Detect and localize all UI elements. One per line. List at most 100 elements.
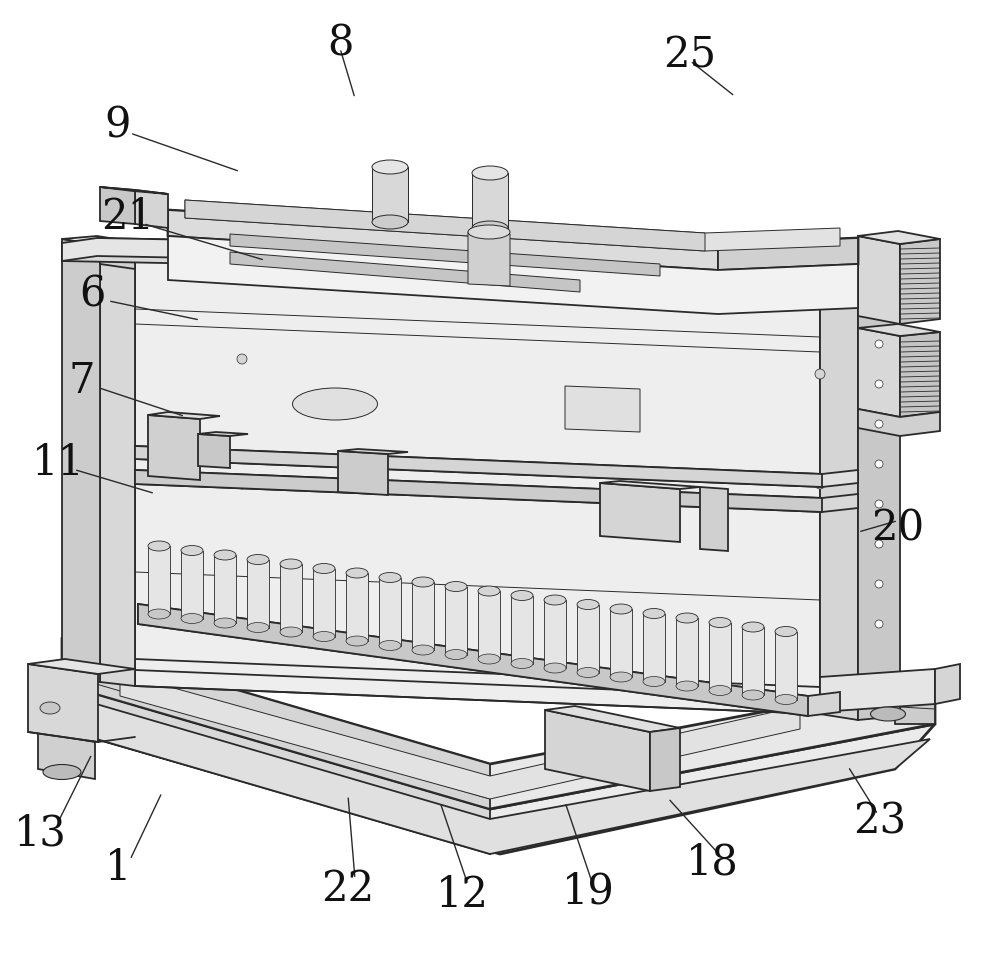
Ellipse shape xyxy=(643,677,665,686)
Ellipse shape xyxy=(372,160,408,174)
Polygon shape xyxy=(62,684,490,854)
Ellipse shape xyxy=(875,460,883,468)
Text: 22: 22 xyxy=(321,868,375,910)
Ellipse shape xyxy=(742,622,764,632)
Polygon shape xyxy=(565,386,640,432)
Polygon shape xyxy=(900,332,940,417)
Polygon shape xyxy=(313,569,335,636)
Ellipse shape xyxy=(472,166,508,180)
Ellipse shape xyxy=(445,581,467,592)
Polygon shape xyxy=(230,234,660,276)
Text: 9: 9 xyxy=(105,104,131,147)
Polygon shape xyxy=(247,559,269,628)
Polygon shape xyxy=(185,200,705,251)
Polygon shape xyxy=(100,187,168,194)
Ellipse shape xyxy=(214,618,236,628)
Polygon shape xyxy=(97,238,900,264)
Polygon shape xyxy=(100,245,135,686)
Polygon shape xyxy=(62,239,100,682)
Polygon shape xyxy=(610,609,632,677)
Polygon shape xyxy=(338,451,388,495)
Polygon shape xyxy=(100,245,135,269)
Polygon shape xyxy=(545,710,650,791)
Text: 1: 1 xyxy=(105,846,131,889)
Polygon shape xyxy=(478,591,500,659)
Polygon shape xyxy=(230,252,580,292)
Polygon shape xyxy=(650,728,680,791)
Polygon shape xyxy=(858,409,940,436)
Ellipse shape xyxy=(237,479,247,489)
Polygon shape xyxy=(600,481,700,489)
Ellipse shape xyxy=(148,541,170,551)
Polygon shape xyxy=(700,487,728,551)
Ellipse shape xyxy=(43,764,81,780)
Ellipse shape xyxy=(610,672,632,682)
Ellipse shape xyxy=(372,215,408,229)
Polygon shape xyxy=(148,415,200,480)
Ellipse shape xyxy=(870,707,906,721)
Polygon shape xyxy=(135,470,822,512)
Polygon shape xyxy=(135,446,858,487)
Polygon shape xyxy=(168,210,858,270)
Ellipse shape xyxy=(875,580,883,588)
Text: 19: 19 xyxy=(562,870,614,913)
Polygon shape xyxy=(858,236,900,324)
Ellipse shape xyxy=(292,388,378,420)
Ellipse shape xyxy=(544,663,566,673)
Polygon shape xyxy=(346,573,368,641)
Ellipse shape xyxy=(148,609,170,619)
Polygon shape xyxy=(62,639,490,809)
Ellipse shape xyxy=(346,636,368,646)
Polygon shape xyxy=(135,190,168,228)
Ellipse shape xyxy=(247,554,269,565)
Polygon shape xyxy=(214,555,236,623)
Polygon shape xyxy=(198,432,248,436)
Ellipse shape xyxy=(875,620,883,628)
Ellipse shape xyxy=(610,604,632,614)
Polygon shape xyxy=(775,631,797,700)
Ellipse shape xyxy=(181,546,203,555)
Polygon shape xyxy=(135,248,820,714)
Ellipse shape xyxy=(577,600,599,609)
Ellipse shape xyxy=(237,354,247,364)
Ellipse shape xyxy=(875,340,883,348)
Polygon shape xyxy=(718,238,858,270)
Ellipse shape xyxy=(709,685,731,695)
Ellipse shape xyxy=(875,500,883,508)
Ellipse shape xyxy=(181,613,203,624)
Ellipse shape xyxy=(313,631,335,641)
Ellipse shape xyxy=(544,595,566,605)
Polygon shape xyxy=(676,618,698,686)
Polygon shape xyxy=(820,669,935,712)
Polygon shape xyxy=(412,582,434,650)
Polygon shape xyxy=(820,258,858,720)
Ellipse shape xyxy=(643,608,665,619)
Polygon shape xyxy=(742,627,764,695)
Text: 8: 8 xyxy=(327,22,353,65)
Ellipse shape xyxy=(412,577,434,587)
Ellipse shape xyxy=(775,627,797,636)
Text: 25: 25 xyxy=(663,35,717,77)
Polygon shape xyxy=(62,238,862,271)
Ellipse shape xyxy=(742,690,764,700)
Ellipse shape xyxy=(379,640,401,651)
Polygon shape xyxy=(445,586,467,655)
Polygon shape xyxy=(820,253,900,264)
Polygon shape xyxy=(900,239,940,324)
Ellipse shape xyxy=(775,694,797,705)
Polygon shape xyxy=(62,243,820,276)
Ellipse shape xyxy=(478,586,500,596)
Polygon shape xyxy=(709,623,731,690)
Polygon shape xyxy=(62,639,935,809)
Polygon shape xyxy=(379,577,401,646)
Polygon shape xyxy=(138,604,840,716)
Polygon shape xyxy=(148,546,170,614)
Text: 18: 18 xyxy=(686,842,738,884)
Ellipse shape xyxy=(214,550,236,560)
Ellipse shape xyxy=(468,225,510,239)
Polygon shape xyxy=(135,470,858,512)
Polygon shape xyxy=(935,664,960,704)
Ellipse shape xyxy=(280,559,302,569)
Polygon shape xyxy=(168,236,858,314)
Polygon shape xyxy=(600,483,680,542)
